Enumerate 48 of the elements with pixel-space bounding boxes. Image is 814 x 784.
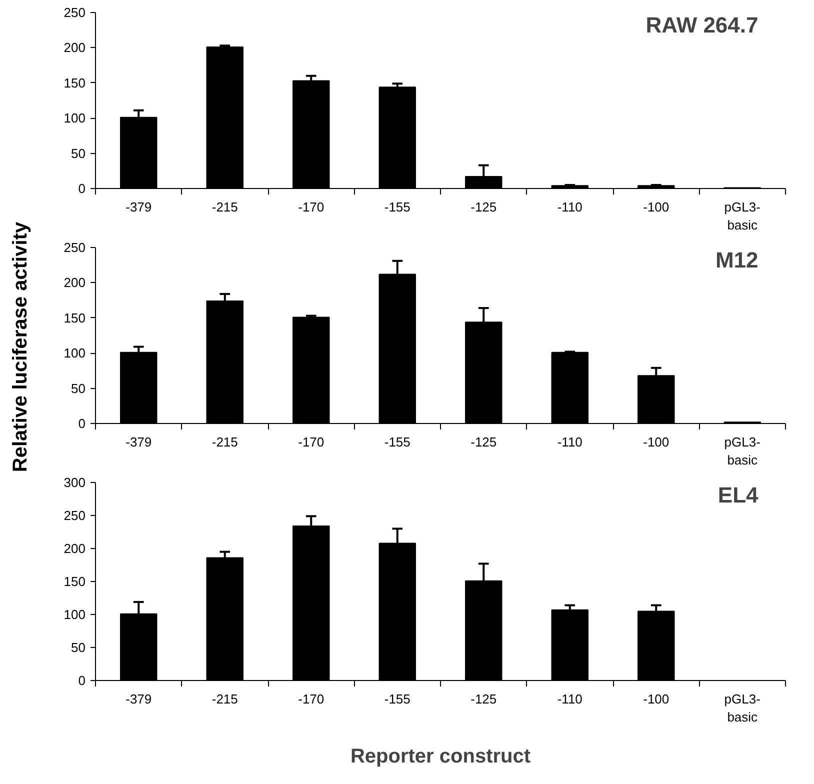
y-tick-label: 0 bbox=[78, 673, 86, 688]
x-tick-label: -110 bbox=[557, 692, 582, 706]
x-tick-label: -379 bbox=[126, 692, 152, 706]
x-tick-label: -100 bbox=[643, 692, 670, 706]
x-tick-label: -155 bbox=[384, 434, 410, 450]
y-tick-label: 250 bbox=[64, 240, 86, 255]
x-tick-label: -100 bbox=[643, 200, 670, 214]
chart-title: M12 bbox=[715, 248, 758, 272]
x-tick-label: -379 bbox=[126, 434, 152, 450]
y-axis-title: Relative luciferase activity bbox=[10, 221, 32, 472]
x-tick-label: pGL3- basic bbox=[724, 692, 760, 724]
y-tick-label: 250 bbox=[64, 5, 86, 20]
y-tick-label: 200 bbox=[64, 275, 86, 290]
y-tick-label: 100 bbox=[64, 110, 86, 126]
x-tick-label: -125 bbox=[470, 200, 497, 214]
x-tick-label: -170 bbox=[298, 434, 324, 450]
y-tick-label: 150 bbox=[64, 75, 86, 90]
y-tick-label: 100 bbox=[64, 607, 86, 622]
x-tick-label: -100 bbox=[643, 434, 670, 450]
y-tick-label: 300 bbox=[64, 475, 86, 490]
x-tick-label: -170 bbox=[298, 200, 324, 214]
y-tick-label: 100 bbox=[64, 346, 86, 361]
x-axis-title: Reporter construct bbox=[350, 746, 531, 768]
x-tick-label: -379 bbox=[126, 200, 152, 214]
y-tick-label: 150 bbox=[64, 310, 86, 326]
x-tick-label: -110 bbox=[557, 434, 582, 450]
x-tick-label: -125 bbox=[470, 692, 497, 706]
y-tick-label: 50 bbox=[71, 146, 86, 161]
x-tick-label: -215 bbox=[212, 692, 238, 706]
chart-title: EL4 bbox=[718, 482, 760, 508]
y-tick-label: 50 bbox=[71, 640, 86, 655]
y-tick-label: 0 bbox=[78, 181, 86, 196]
y-tick-label: 0 bbox=[78, 416, 86, 431]
x-tick-label: -155 bbox=[384, 692, 410, 706]
x-tick-label: -215 bbox=[212, 200, 238, 214]
y-tick-label: 200 bbox=[64, 541, 86, 556]
y-tick-label: 250 bbox=[64, 508, 86, 523]
x-tick-label: -110 bbox=[557, 200, 582, 214]
x-tick-label: -170 bbox=[298, 692, 324, 706]
x-tick-label: -215 bbox=[212, 434, 238, 450]
x-tick-label: -125 bbox=[470, 434, 497, 450]
x-tick-label: pGL3- basic bbox=[724, 200, 760, 232]
y-tick-label: 150 bbox=[64, 574, 86, 589]
x-tick-label: pGL3- basic bbox=[724, 434, 760, 468]
x-tick-label: -155 bbox=[384, 200, 410, 214]
y-tick-label: 200 bbox=[64, 40, 86, 56]
y-tick-label: 50 bbox=[71, 380, 86, 396]
chart-title: RAW 264.7 bbox=[646, 12, 758, 38]
